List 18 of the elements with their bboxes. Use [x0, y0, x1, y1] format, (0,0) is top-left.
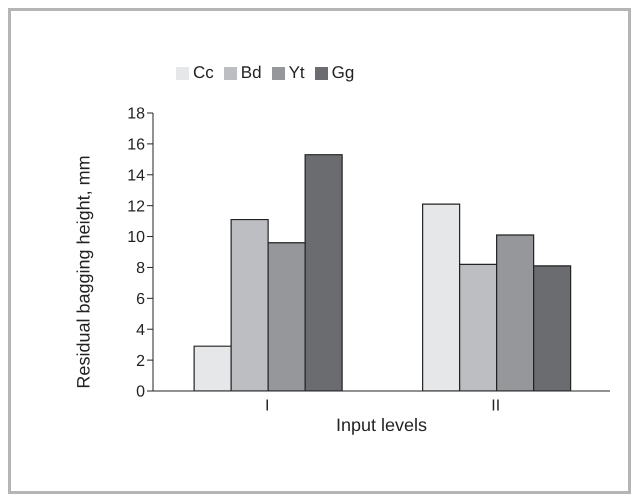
y-tick-label: 12: [127, 198, 146, 216]
y-tick-label: 16: [127, 136, 146, 154]
legend-label: Yt: [288, 63, 305, 82]
x-tick-label: I: [265, 397, 270, 414]
y-tick-label: 4: [136, 322, 146, 339]
x-tick-label: II: [491, 397, 500, 414]
legend-label: Gg: [332, 63, 354, 82]
legend-label: Cc: [193, 63, 214, 82]
y-tick-label: 8: [136, 260, 146, 278]
y-tick-label: 14: [127, 167, 146, 184]
legend-label: Bd: [240, 63, 262, 82]
y-tick-label: 2: [136, 352, 146, 370]
y-tick-label: 18: [127, 106, 146, 123]
y-tick-label: 6: [136, 291, 146, 308]
y-axis-title: Residual bagging height, mm: [73, 155, 94, 389]
y-tick-label: 0: [136, 384, 146, 401]
x-axis-title: Input levels: [336, 415, 428, 435]
y-tick-label: 10: [127, 229, 146, 246]
